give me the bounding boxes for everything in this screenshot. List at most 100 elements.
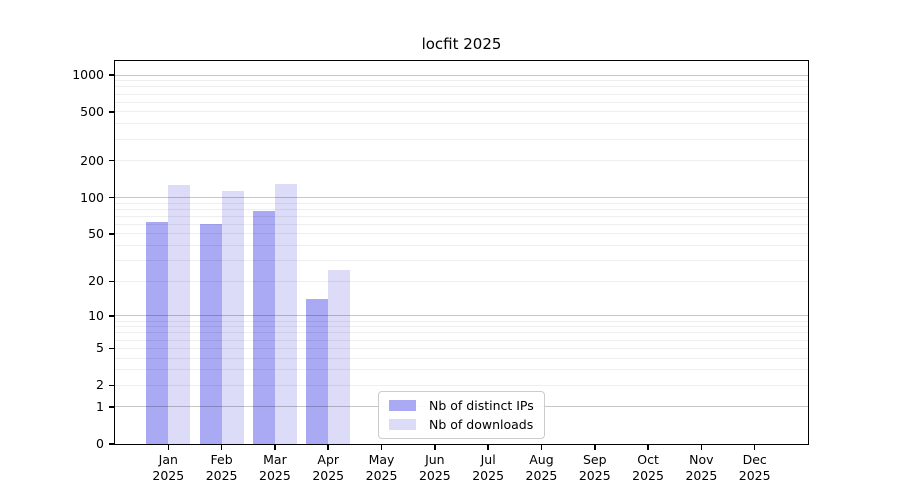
minor-gridline xyxy=(115,233,808,235)
x-tick-label: Jul 2025 xyxy=(448,452,528,485)
x-tick-label: Jan 2025 xyxy=(128,452,208,485)
minor-gridline xyxy=(115,80,808,82)
minor-gridline xyxy=(115,320,808,322)
bar-distinct-ips xyxy=(252,211,275,444)
minor-gridline xyxy=(115,332,808,334)
x-tick xyxy=(594,445,596,450)
y-tick-label: 10 xyxy=(88,307,104,323)
minor-gridline xyxy=(115,111,808,113)
y-tick-label: 500 xyxy=(80,103,104,119)
minor-gridline xyxy=(115,260,808,262)
year-label: 2025 xyxy=(205,468,238,484)
month-label: Nov xyxy=(689,452,714,467)
minor-gridline xyxy=(115,245,808,247)
y-tick xyxy=(109,406,115,408)
year-label: 2025 xyxy=(418,468,451,484)
month-label: Jun xyxy=(425,452,445,467)
x-tick xyxy=(220,445,223,450)
minor-gridline xyxy=(115,93,808,95)
minor-gridline xyxy=(115,369,808,371)
year-label: 2025 xyxy=(685,468,718,484)
legend-item-downloads: Nb of downloads xyxy=(389,417,534,432)
legend-label-distinct-ips: Nb of distinct IPs xyxy=(429,398,534,413)
month-label: Apr xyxy=(317,452,340,467)
x-tick xyxy=(540,445,543,450)
x-tick-label: Jun 2025 xyxy=(395,452,475,485)
x-tick xyxy=(487,445,489,450)
chart-title: locfit 2025 xyxy=(421,35,502,53)
month-label: Dec xyxy=(742,452,767,467)
legend-item-distinct-ips: Nb of distinct IPs xyxy=(389,398,534,413)
x-tick-label: Dec 2025 xyxy=(715,452,795,485)
bar-downloads xyxy=(328,269,351,444)
x-tick-label: Sep 2025 xyxy=(555,452,635,485)
minor-gridline xyxy=(115,357,808,359)
legend: Nb of distinct IPs Nb of downloads xyxy=(378,391,545,439)
year-label: 2025 xyxy=(472,468,505,484)
y-tick-label: 20 xyxy=(88,273,104,289)
x-tick xyxy=(380,445,383,450)
y-tick-label: 50 xyxy=(88,225,104,241)
major-gridline xyxy=(115,74,808,76)
minor-gridline xyxy=(115,384,808,386)
month-label: May xyxy=(368,452,395,467)
year-label: 2025 xyxy=(632,468,664,484)
year-label: 2025 xyxy=(525,468,558,484)
legend-swatch-distinct-ips-icon xyxy=(389,400,416,411)
y-tick xyxy=(109,196,115,199)
major-gridline xyxy=(115,197,808,198)
minor-gridline xyxy=(115,202,808,204)
month-label: Mar xyxy=(263,452,287,467)
y-tick xyxy=(109,384,115,387)
y-tick xyxy=(109,233,115,235)
minor-gridline xyxy=(115,138,808,140)
x-tick-label: Mar 2025 xyxy=(235,452,315,485)
y-tick xyxy=(109,159,115,162)
minor-gridline xyxy=(115,223,808,225)
minor-gridline xyxy=(115,86,808,88)
month-label: Oct xyxy=(637,452,659,467)
y-tick xyxy=(109,111,115,113)
x-tick xyxy=(647,445,649,450)
major-gridline xyxy=(115,315,808,317)
minor-gridline xyxy=(115,280,808,282)
bar-downloads xyxy=(274,184,297,444)
month-label: Jul xyxy=(480,452,496,467)
y-tick-label: 2 xyxy=(96,377,104,393)
bar-distinct-ips xyxy=(199,223,222,444)
x-tick xyxy=(700,445,703,450)
plot-area: Nb of distinct IPs Nb of downloads xyxy=(114,60,809,445)
x-tick xyxy=(753,445,756,450)
x-tick-label: Apr 2025 xyxy=(288,452,368,485)
minor-gridline xyxy=(115,215,808,217)
month-label: Aug xyxy=(529,452,554,467)
year-label: 2025 xyxy=(312,468,345,484)
y-tick-label: 0 xyxy=(96,436,104,451)
year-label: 2025 xyxy=(152,468,185,484)
year-label: 2025 xyxy=(259,468,291,484)
x-tick xyxy=(274,445,276,450)
year-label: 2025 xyxy=(578,468,611,484)
y-tick-label: 100 xyxy=(80,189,104,205)
minor-gridline xyxy=(115,326,808,328)
x-tick xyxy=(167,445,170,450)
y-tick-label: 1 xyxy=(96,398,104,414)
x-tick xyxy=(434,445,436,450)
x-tick xyxy=(327,445,329,450)
year-label: 2025 xyxy=(738,468,771,484)
minor-gridline xyxy=(115,160,808,162)
x-tick-label: Aug 2025 xyxy=(501,452,581,485)
minor-gridline xyxy=(115,208,808,210)
x-tick-label: Feb 2025 xyxy=(182,452,262,485)
y-tick xyxy=(109,74,115,76)
y-tick-label: 200 xyxy=(80,152,104,168)
legend-label-downloads: Nb of downloads xyxy=(429,417,534,432)
y-tick xyxy=(109,280,115,283)
minor-gridline xyxy=(115,339,808,341)
y-tick xyxy=(109,443,115,445)
y-tick xyxy=(109,315,115,317)
x-tick-label: Nov 2025 xyxy=(661,452,741,485)
bar-downloads xyxy=(168,185,191,444)
year-label: 2025 xyxy=(365,468,398,484)
